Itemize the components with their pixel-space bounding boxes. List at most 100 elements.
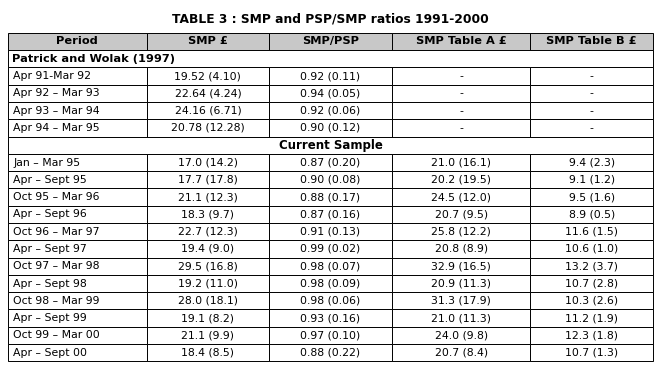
Text: 8.9 (0.5): 8.9 (0.5) [568, 210, 615, 219]
Bar [8, 292, 147, 310]
Text: Oct 96 – Mar 97: Oct 96 – Mar 97 [13, 227, 100, 237]
Text: 0.99 (0.02): 0.99 (0.02) [300, 244, 361, 254]
Text: 28.0 (18.1): 28.0 (18.1) [178, 296, 238, 306]
Text: 24.16 (6.71): 24.16 (6.71) [175, 105, 241, 116]
Bar [147, 188, 269, 206]
Bar [531, 171, 653, 188]
Text: 10.6 (1.0): 10.6 (1.0) [565, 244, 619, 254]
Bar [269, 292, 392, 310]
Text: 17.7 (17.8): 17.7 (17.8) [178, 175, 238, 185]
Bar [392, 275, 531, 292]
Text: 32.9 (16.5): 32.9 (16.5) [431, 261, 491, 271]
Bar [392, 68, 531, 85]
Bar [8, 68, 147, 85]
Bar [147, 171, 269, 188]
Bar [147, 292, 269, 310]
Text: 10.3 (2.6): 10.3 (2.6) [565, 296, 618, 306]
Bar [147, 327, 269, 344]
Bar [147, 119, 269, 137]
Text: 0.91 (0.13): 0.91 (0.13) [301, 227, 360, 237]
Text: Jan – Mar 95: Jan – Mar 95 [13, 158, 81, 168]
Bar [531, 240, 653, 258]
Text: 11.2 (1.9): 11.2 (1.9) [565, 313, 618, 323]
Bar [392, 223, 531, 240]
Bar [8, 344, 147, 361]
Text: SMP Table B £: SMP Table B £ [547, 36, 637, 46]
Text: 0.88 (0.17): 0.88 (0.17) [301, 192, 360, 202]
Text: 18.3 (9.7): 18.3 (9.7) [181, 210, 235, 219]
Bar [269, 344, 392, 361]
Text: 21.1 (9.9): 21.1 (9.9) [181, 330, 235, 341]
Text: Apr – Sept 95: Apr – Sept 95 [13, 175, 87, 185]
Text: 20.8 (8.9): 20.8 (8.9) [434, 244, 488, 254]
Bar [269, 102, 392, 119]
Bar [392, 33, 531, 50]
Text: -: - [590, 71, 594, 81]
Bar [147, 275, 269, 292]
Text: 25.8 (12.2): 25.8 (12.2) [431, 227, 491, 237]
Bar [269, 258, 392, 275]
Text: 10.7 (1.3): 10.7 (1.3) [565, 348, 618, 358]
Text: -: - [459, 71, 463, 81]
Text: 21.0 (11.3): 21.0 (11.3) [431, 313, 491, 323]
Bar [147, 310, 269, 327]
Text: 29.5 (16.8): 29.5 (16.8) [178, 261, 238, 271]
Text: Apr – Sept 97: Apr – Sept 97 [13, 244, 87, 254]
Text: 20.2 (19.5): 20.2 (19.5) [431, 175, 491, 185]
Bar [8, 119, 147, 137]
Bar [531, 119, 653, 137]
Text: 22.64 (4.24): 22.64 (4.24) [175, 88, 241, 98]
Text: 19.1 (8.2): 19.1 (8.2) [181, 313, 235, 323]
Text: 22.7 (12.3): 22.7 (12.3) [178, 227, 238, 237]
Text: Apr – Sept 98: Apr – Sept 98 [13, 278, 87, 289]
Bar [269, 275, 392, 292]
Text: 20.9 (11.3): 20.9 (11.3) [431, 278, 491, 289]
Text: SMP £: SMP £ [188, 36, 228, 46]
Text: 0.98 (0.06): 0.98 (0.06) [300, 296, 361, 306]
Bar [269, 240, 392, 258]
Bar [392, 310, 531, 327]
Bar [392, 102, 531, 119]
Text: 24.0 (9.8): 24.0 (9.8) [434, 330, 488, 341]
Text: 11.6 (1.5): 11.6 (1.5) [565, 227, 618, 237]
Text: TABLE 3 : SMP and PSP/SMP ratios 1991-2000: TABLE 3 : SMP and PSP/SMP ratios 1991-20… [172, 13, 489, 26]
Bar [531, 310, 653, 327]
Text: Oct 98 – Mar 99: Oct 98 – Mar 99 [13, 296, 100, 306]
Text: 12.3 (1.8): 12.3 (1.8) [565, 330, 618, 341]
Text: 19.4 (9.0): 19.4 (9.0) [181, 244, 235, 254]
Bar [147, 223, 269, 240]
Bar [392, 154, 531, 171]
Bar [147, 154, 269, 171]
Bar [392, 206, 531, 223]
Bar [8, 137, 653, 154]
Text: Oct 97 – Mar 98: Oct 97 – Mar 98 [13, 261, 100, 271]
Bar [8, 275, 147, 292]
Text: 20.7 (8.4): 20.7 (8.4) [434, 348, 488, 358]
Bar [8, 240, 147, 258]
Text: 10.7 (2.8): 10.7 (2.8) [565, 278, 618, 289]
Text: 19.52 (4.10): 19.52 (4.10) [175, 71, 241, 81]
Text: 20.78 (12.28): 20.78 (12.28) [171, 123, 245, 133]
Bar [392, 119, 531, 137]
Bar [147, 344, 269, 361]
Bar [8, 154, 147, 171]
Text: 31.3 (17.9): 31.3 (17.9) [431, 296, 491, 306]
Text: Apr 93 – Mar 94: Apr 93 – Mar 94 [13, 105, 100, 116]
Text: -: - [590, 105, 594, 116]
Text: 13.2 (3.7): 13.2 (3.7) [565, 261, 618, 271]
Text: 17.0 (14.2): 17.0 (14.2) [178, 158, 238, 168]
Text: Apr 91-Mar 92: Apr 91-Mar 92 [13, 71, 91, 81]
Bar [269, 154, 392, 171]
Bar [531, 68, 653, 85]
Text: 21.1 (12.3): 21.1 (12.3) [178, 192, 238, 202]
Text: Oct 99 – Mar 00: Oct 99 – Mar 00 [13, 330, 100, 341]
Bar [531, 292, 653, 310]
Text: 0.90 (0.12): 0.90 (0.12) [300, 123, 361, 133]
Bar [8, 50, 653, 68]
Text: Apr – Sept 96: Apr – Sept 96 [13, 210, 87, 219]
Text: 20.7 (9.5): 20.7 (9.5) [434, 210, 488, 219]
Text: 0.87 (0.20): 0.87 (0.20) [300, 158, 361, 168]
Text: 0.94 (0.05): 0.94 (0.05) [300, 88, 361, 98]
Bar [531, 223, 653, 240]
Bar [531, 344, 653, 361]
